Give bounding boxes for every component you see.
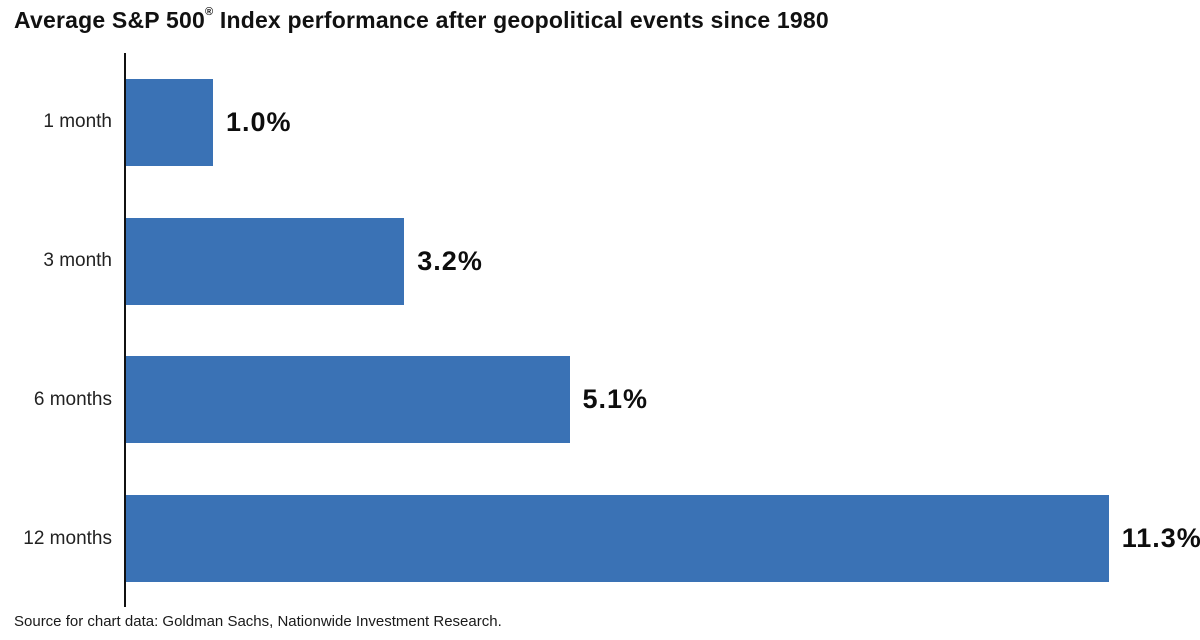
- category-label-3-month: 3 month: [43, 250, 112, 272]
- chart-title-text: Average S&P 500: [14, 7, 205, 33]
- bar-track: 11.3%: [126, 469, 1200, 608]
- chart-title-text-suffix: Index performance after geopolitical eve…: [213, 7, 829, 33]
- bar-track: 1.0%: [126, 53, 1200, 192]
- plot-area: 1 month 1.0% 3 month 3.2% 6 months 5.1% …: [0, 53, 1200, 608]
- value-label-6-months: 5.1%: [582, 384, 649, 415]
- category-label-1-month: 1 month: [43, 111, 112, 133]
- bar-row-1-month: 1 month 1.0%: [0, 53, 1200, 192]
- registered-trademark-symbol: ®: [204, 6, 214, 18]
- category-label-12-months: 12 months: [23, 527, 112, 549]
- category-label-6-months: 6 months: [33, 388, 112, 410]
- source-note: Source for chart data: Goldman Sachs, Na…: [14, 613, 502, 630]
- bar-track: 5.1%: [126, 331, 1200, 470]
- value-label-1-month: 1.0%: [225, 106, 292, 137]
- bar-1-month: [126, 78, 213, 166]
- bar-row-6-months: 6 months 5.1%: [0, 331, 1200, 470]
- bar-track: 3.2%: [126, 192, 1200, 331]
- bar-6-months: [126, 356, 570, 444]
- y-axis-line: [124, 53, 126, 607]
- bar-3-month: [126, 217, 405, 305]
- value-label-12-months: 11.3%: [1121, 523, 1200, 554]
- bar-row-12-months: 12 months 11.3%: [0, 469, 1200, 608]
- bar-row-3-month: 3 month 3.2%: [0, 192, 1200, 331]
- bar-12-months: [126, 495, 1109, 583]
- value-label-3-month: 3.2%: [417, 245, 483, 276]
- chart-title: Average S&P 500® Index performance after…: [14, 6, 829, 34]
